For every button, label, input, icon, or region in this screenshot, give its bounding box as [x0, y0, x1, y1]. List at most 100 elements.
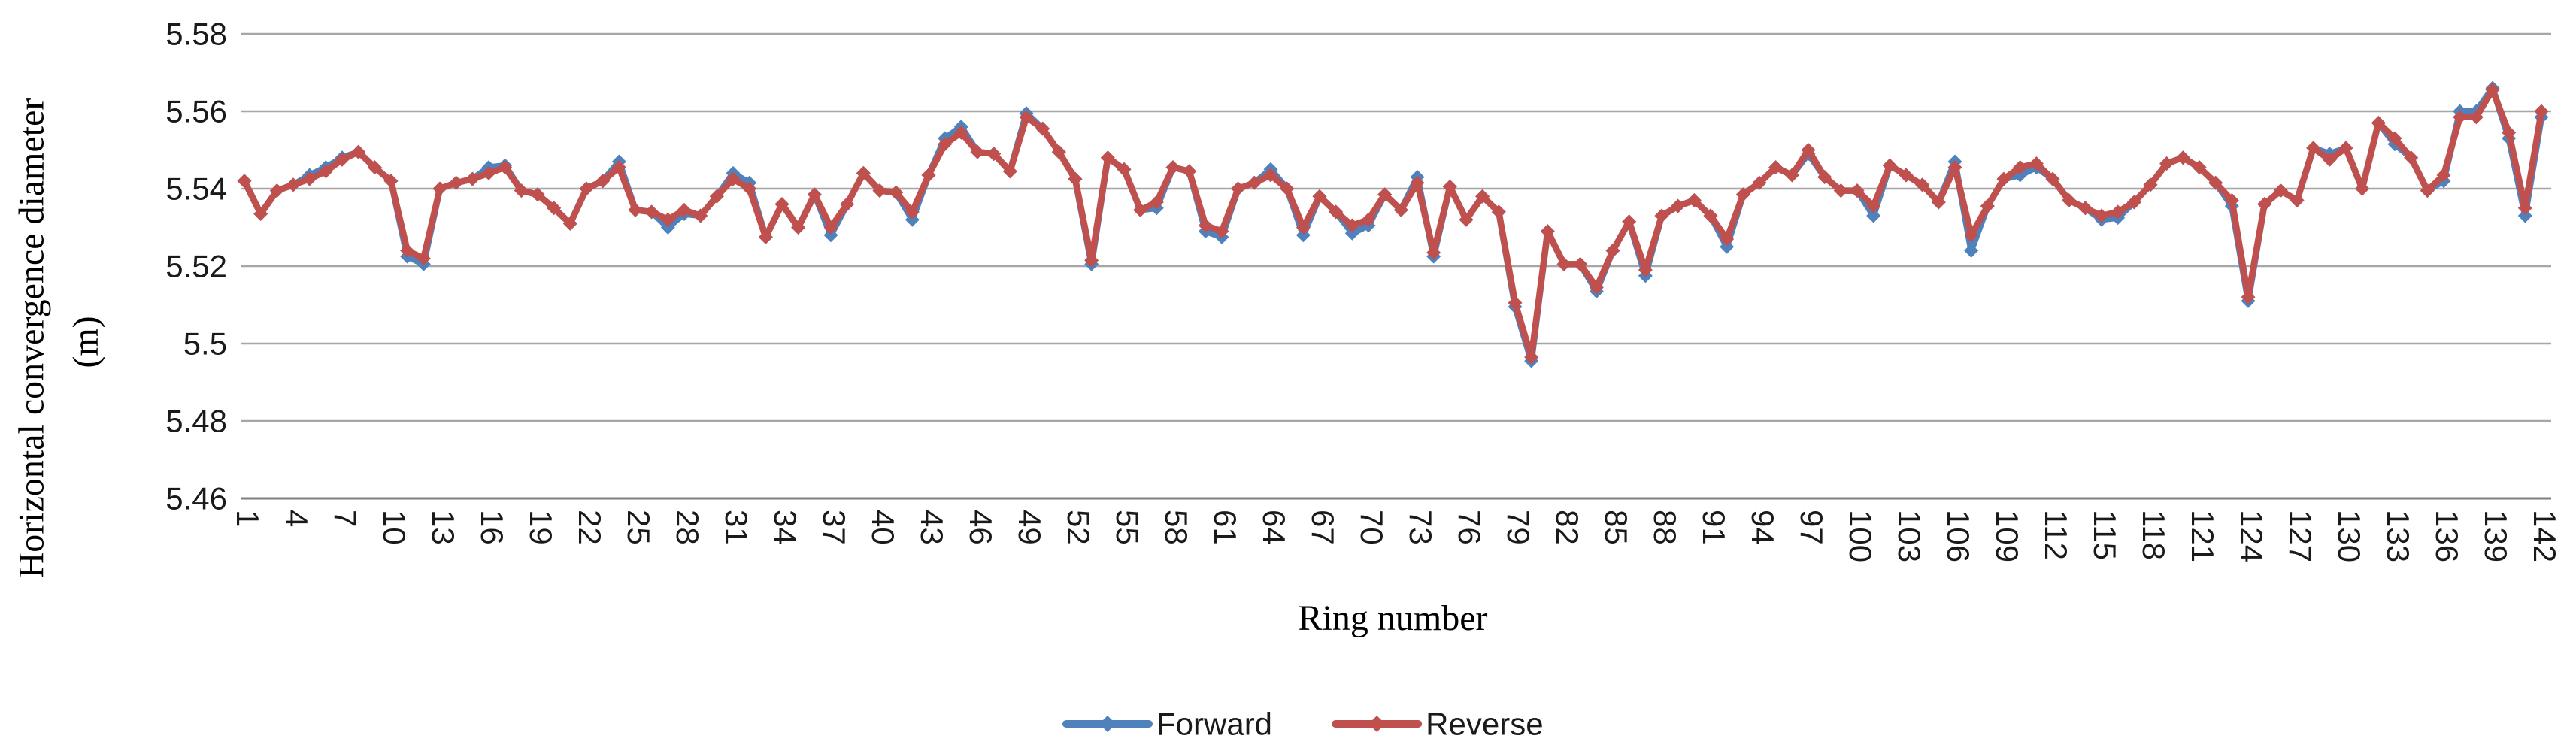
series-reverse-marker	[1084, 253, 1099, 268]
y-tick-label: 5.52	[165, 249, 227, 284]
series-reverse-marker	[1035, 121, 1050, 136]
series-reverse-marker	[1247, 175, 1262, 190]
x-tick-label: 94	[1745, 510, 1780, 545]
series-reverse-marker	[1312, 189, 1327, 204]
x-tick-label: 31	[719, 510, 754, 545]
series-forward-marker	[1964, 243, 1979, 258]
series-reverse-marker	[2208, 175, 2223, 190]
series-reverse-marker	[1344, 218, 1359, 233]
series-reverse-marker	[1361, 212, 1376, 227]
series-reverse-marker	[2355, 181, 2370, 196]
series-reverse-marker	[432, 181, 447, 196]
legend-forward-marker	[1099, 716, 1116, 732]
series-reverse-marker	[905, 204, 920, 220]
series-reverse-marker	[562, 216, 577, 231]
x-tick-label: 97	[1794, 510, 1829, 545]
series-reverse-marker	[921, 168, 936, 183]
series-reverse-marker	[253, 206, 268, 221]
series-reverse-marker	[1426, 245, 1441, 260]
series-forward-marker	[823, 228, 838, 243]
y-tick-label: 5.54	[165, 171, 227, 207]
series-reverse-marker	[2338, 141, 2353, 156]
series-reverse-marker	[1947, 160, 1962, 175]
x-tick-label: 70	[1354, 510, 1390, 545]
series-reverse-marker	[1149, 195, 1164, 210]
series-forward-marker	[2517, 208, 2532, 223]
series-reverse-marker	[953, 125, 968, 140]
series-reverse-marker	[449, 175, 464, 190]
series-reverse-marker	[889, 185, 904, 200]
x-tick-label: 121	[2185, 510, 2220, 562]
series-reverse-marker	[2159, 156, 2174, 171]
x-tick-label: 10	[377, 510, 412, 545]
series-reverse-marker	[1638, 262, 1653, 277]
series-reverse-marker	[1687, 192, 1702, 207]
series-reverse-marker	[1540, 224, 1555, 239]
series-reverse-marker	[1377, 187, 1393, 202]
x-tick-label: 46	[963, 510, 999, 545]
series-reverse-marker	[1931, 195, 1946, 210]
series-reverse-marker	[1817, 170, 1832, 185]
series-reverse-marker	[1850, 183, 1865, 198]
series-reverse-marker	[1622, 214, 1637, 229]
series-reverse-marker	[1231, 181, 1246, 196]
x-tick-label: 124	[2234, 510, 2269, 562]
series-reverse-marker	[547, 201, 562, 216]
x-tick-label: 34	[768, 510, 803, 545]
legend-reverse-label: Reverse	[1426, 707, 1543, 742]
series-reverse-marker	[596, 174, 611, 189]
series-reverse-marker	[2517, 201, 2532, 216]
x-tick-label: 76	[1452, 510, 1487, 545]
series-reverse-marker	[742, 181, 757, 196]
series-reverse-marker	[2013, 160, 2028, 175]
series-reverse-marker	[2029, 156, 2044, 171]
x-tick-label: 25	[621, 510, 656, 545]
series-reverse-marker	[1524, 350, 1539, 365]
y-tick-label: 5.46	[165, 481, 227, 516]
series-reverse-marker	[1117, 162, 1132, 177]
series-reverse-marker	[2404, 150, 2419, 165]
series-reverse-marker	[2290, 192, 2305, 207]
series-forward-marker	[1866, 208, 1881, 223]
series-reverse-marker	[2273, 183, 2288, 198]
series-reverse-marker	[774, 197, 789, 212]
series-reverse-line	[241, 86, 2545, 361]
x-tick-label: 109	[1990, 510, 2025, 562]
series-reverse-marker	[1491, 204, 1506, 220]
series-reverse-marker	[269, 183, 284, 198]
series-reverse-marker	[1442, 179, 1457, 194]
series-reverse-marker	[938, 137, 953, 152]
series-reverse-marker	[286, 177, 301, 192]
series-reverse-marker	[1459, 212, 1474, 227]
series-reverse-marker	[1068, 171, 1083, 186]
series-reverse-marker	[1410, 175, 1425, 190]
series-reverse-marker	[514, 183, 529, 198]
series-reverse-marker	[872, 183, 887, 198]
series-reverse-marker	[2453, 110, 2468, 125]
series-reverse-marker	[1214, 224, 1229, 239]
series-reverse-marker	[1605, 243, 1620, 258]
series-reverse-marker	[1051, 144, 1066, 159]
series-reverse-marker	[2468, 110, 2484, 125]
series-forward-marker	[660, 220, 675, 235]
x-tick-label: 28	[670, 510, 705, 545]
series-reverse-marker	[2143, 177, 2158, 192]
x-tick-label: 118	[2136, 510, 2171, 560]
x-tick-label: 79	[1501, 510, 1536, 545]
series-reverse-marker	[2436, 168, 2451, 183]
x-tick-label: 91	[1696, 510, 1732, 545]
series-reverse-marker	[237, 174, 252, 189]
series-reverse-marker	[986, 147, 1002, 162]
series-reverse-marker	[2094, 208, 2109, 223]
x-tick-label: 40	[865, 510, 901, 545]
series-reverse-marker	[856, 165, 871, 180]
series-reverse-marker	[2257, 197, 2272, 212]
series-reverse-marker	[1475, 189, 1490, 204]
series-reverse-marker	[1133, 202, 1148, 217]
series-reverse-marker	[1198, 218, 1213, 233]
series-reverse-marker	[1899, 168, 1914, 183]
series-reverse-marker	[2420, 183, 2435, 198]
x-tick-label: 127	[2283, 510, 2318, 562]
